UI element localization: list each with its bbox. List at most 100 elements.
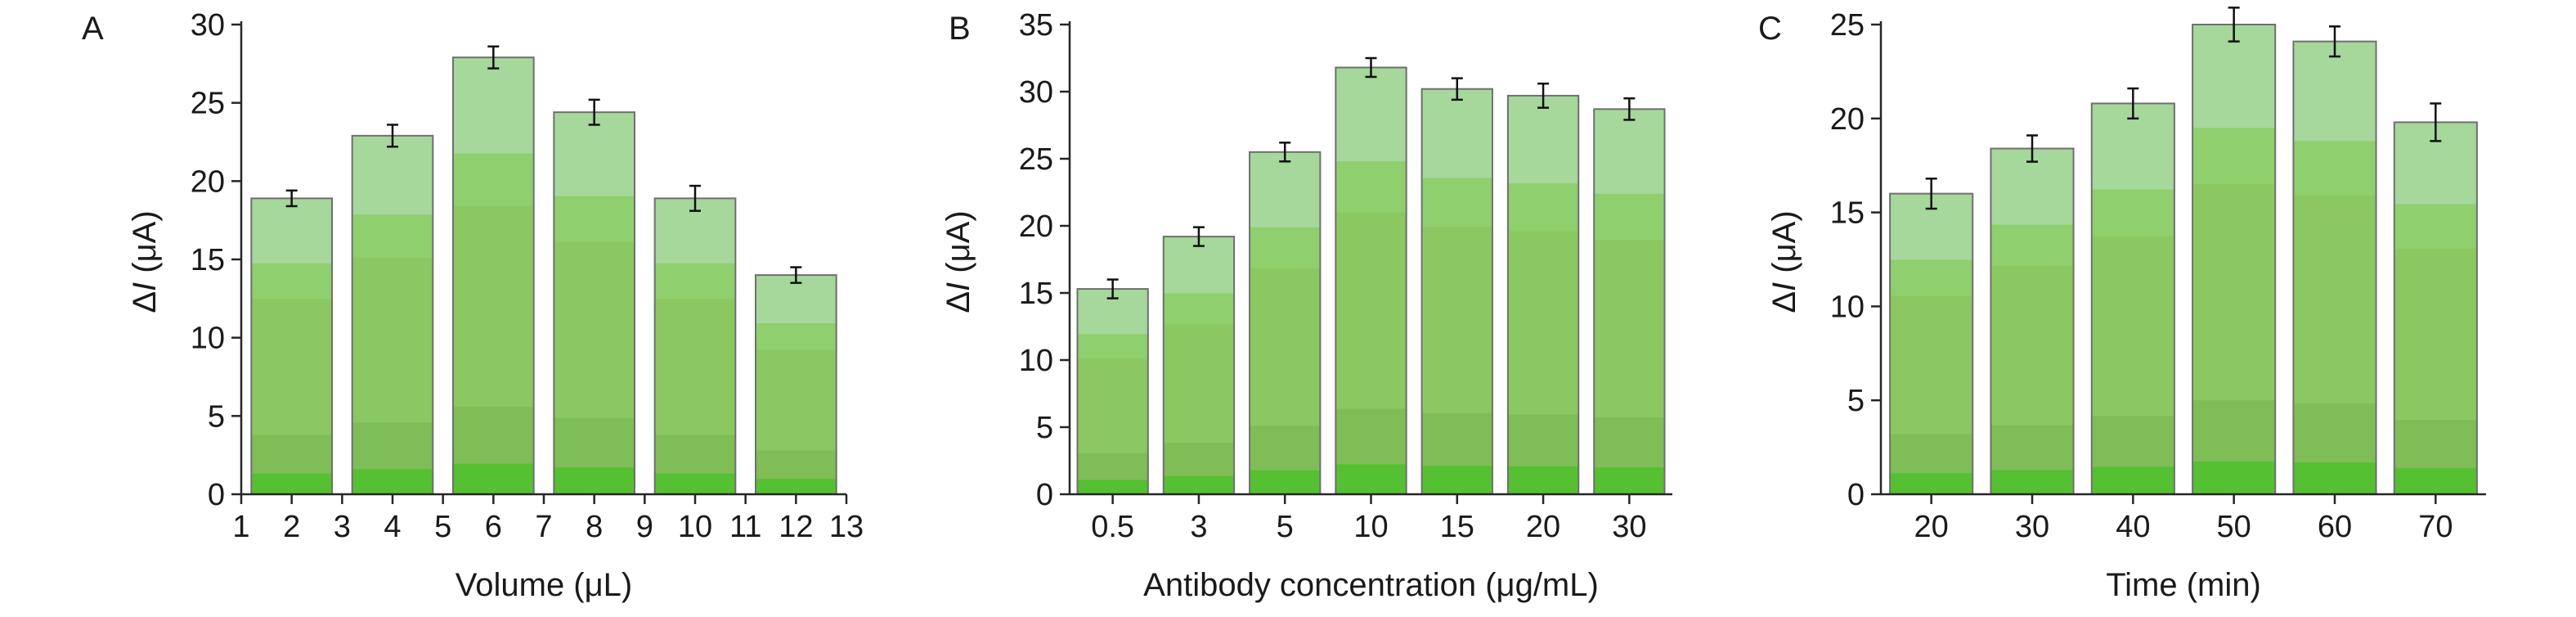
error-bar [2026, 134, 2038, 163]
x-tick-label: 50 [2217, 510, 2251, 544]
y-tick-label: 20 [1830, 102, 1865, 137]
y-tick-label: 15 [1019, 277, 1053, 311]
x-tick-label: 15 [1440, 510, 1474, 544]
error-bar [1365, 56, 1377, 79]
error-bar [487, 45, 500, 70]
x-tick-label: 8 [586, 510, 603, 544]
x-tick-label: 5 [434, 510, 451, 544]
y-tick-label: 10 [1830, 290, 1865, 324]
error-bar [1925, 178, 1937, 210]
error-bar [285, 189, 298, 208]
y-tick-label: 15 [191, 243, 225, 277]
x-tick-label: 60 [2318, 510, 2352, 544]
error-bar [2127, 87, 2139, 120]
x-tick-label: 2 [283, 510, 300, 544]
x-tick-label: 10 [1353, 510, 1388, 544]
error-bar [1537, 82, 1550, 109]
x-tick-label: 4 [384, 510, 401, 544]
bar-fill-band [756, 479, 837, 494]
error-bar [387, 124, 398, 148]
y-tick-label: 0 [1847, 478, 1865, 512]
bar-fill-band [1250, 470, 1321, 494]
error-bar [1192, 226, 1205, 247]
x-tick-label: 10 [678, 510, 712, 544]
x-tick-label: 40 [2116, 510, 2150, 544]
y-tick-label: 30 [1019, 75, 1053, 110]
bar-fill-band [1507, 466, 1579, 494]
x-tick-label: 5 [1277, 510, 1294, 544]
y-tick-label: 10 [191, 322, 225, 356]
bar [553, 111, 635, 495]
error-bar [790, 266, 802, 284]
bar-fill-band [352, 469, 433, 494]
error-bar [1279, 142, 1291, 163]
bar [2292, 40, 2377, 495]
error-bar [689, 184, 701, 212]
y-tick-label: 25 [191, 87, 225, 121]
y-tick-label: 0 [1036, 478, 1053, 512]
y-axis-title: ΔI (μA) [127, 210, 163, 313]
x-tick-label: 13 [829, 510, 864, 544]
x-axis-title: Antibody concentration (μg/mL) [1143, 567, 1599, 603]
x-tick-label: 0.5 [1091, 510, 1134, 544]
bar-fill-band [251, 473, 332, 494]
y-tick-label: 10 [1019, 344, 1053, 378]
x-tick-label: 20 [1526, 510, 1560, 544]
bar [2192, 24, 2277, 495]
x-tick-label: 70 [2418, 510, 2453, 544]
bar-fill-band [2091, 466, 2174, 494]
y-tick-label: 25 [1830, 8, 1865, 43]
bar [1506, 94, 1580, 495]
y-tick-label: 30 [191, 8, 225, 43]
bar-fill-band [2394, 468, 2477, 494]
bar [1076, 288, 1149, 495]
y-tick-label: 5 [1847, 384, 1865, 418]
y-axis-title: ΔI (μA) [940, 210, 976, 313]
x-tick-label: 1 [232, 510, 249, 544]
y-tick-label: 20 [1019, 209, 1053, 244]
y-tick-label: 35 [1019, 8, 1053, 43]
x-tick-label: 30 [2015, 510, 2049, 544]
x-axis-title: Volume (μL) [456, 567, 632, 603]
error-bar [588, 98, 600, 126]
bar-fill-band [2192, 461, 2276, 494]
error-bar [1623, 97, 1636, 121]
bar-fill-band [1594, 467, 1665, 494]
bar [351, 134, 434, 495]
x-tick-label: 11 [729, 510, 761, 544]
panel-label: B [949, 11, 971, 47]
x-tick-label: 3 [1190, 510, 1207, 544]
panel-label: A [82, 11, 104, 47]
bar-fill-band [554, 467, 635, 494]
y-tick-label: 0 [208, 478, 225, 512]
bar [755, 274, 837, 495]
bar-fill-band [1163, 475, 1235, 494]
bar [452, 56, 535, 496]
y-tick-label: 5 [1036, 411, 1053, 445]
bar-fill-band [1335, 464, 1407, 494]
x-tick-label: 12 [779, 510, 813, 544]
error-bar [1106, 278, 1119, 299]
error-bar [2430, 102, 2442, 142]
x-tick-label: 9 [636, 510, 653, 544]
bar [1593, 108, 1666, 495]
x-tick-label: 30 [1612, 510, 1646, 544]
x-tick-label: 7 [535, 510, 552, 544]
x-axis-title: Time (min) [2106, 567, 2261, 603]
y-axis-title: ΔI (μA) [1766, 210, 1802, 313]
bar [250, 197, 334, 495]
bar [1335, 66, 1407, 496]
y-tick-label: 15 [1830, 196, 1865, 231]
x-tick-label: 20 [1914, 510, 1949, 544]
bar [2393, 121, 2478, 495]
bar-fill-band [453, 463, 534, 494]
bar-fill-band [1890, 473, 1973, 494]
bar-fill-band [654, 473, 736, 494]
bar [653, 197, 737, 495]
bar [1990, 147, 2075, 495]
x-tick-label: 3 [334, 510, 351, 544]
error-bar [2228, 7, 2240, 43]
panel-label: C [1758, 11, 1782, 47]
